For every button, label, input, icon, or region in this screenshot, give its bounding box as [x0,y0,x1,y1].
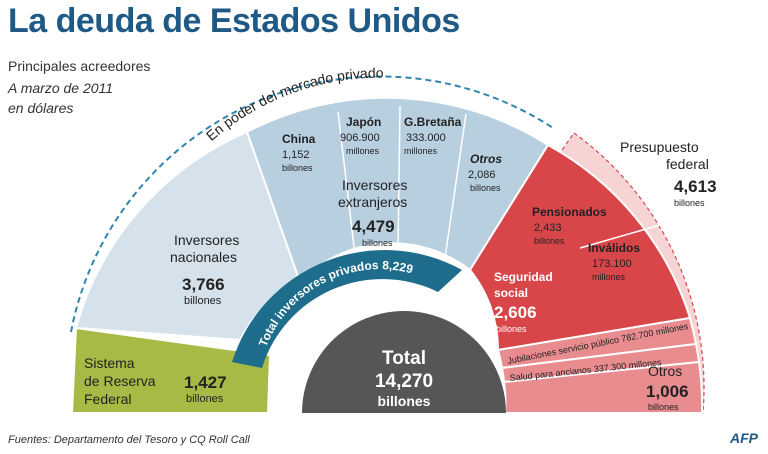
fed-label-3: Federal [84,391,131,407]
fed-label-1: Sistema [84,355,135,371]
china-value: 1,152 [282,149,310,161]
fed-unit: billones [186,393,224,405]
ss-label-1: Seguridad [494,270,553,284]
budget-label-1: Presupuesto [620,139,699,155]
total-unit: billones [378,393,431,409]
others-foreign-unit: billones [470,183,501,193]
ss-label-2: social [494,286,528,300]
pensioners-unit: billones [534,236,565,246]
pensioners-label: Pensionados [532,205,607,219]
japan-label: Japón [346,115,381,129]
uk-label: G.Bretaña [404,115,462,129]
others-budget-value: 1,006 [646,382,689,401]
private-band [232,250,462,368]
fed-label-2: de Reserva [84,373,156,389]
japan-value: 906.900 [340,132,380,144]
uk-unit: millones [404,146,438,156]
subtitle: Principales acreedores [8,58,151,74]
ss-unit: billones [496,324,527,334]
pensioners-value: 2,433 [534,222,562,234]
china-label: China [282,132,316,146]
china-unit: billones [282,163,313,173]
private-market-outline [70,75,554,333]
budget-label-2: federal [666,156,709,172]
ss-value: 2,606 [494,303,537,322]
others-foreign-value: 2,086 [468,169,496,181]
budget-value: 4,613 [674,177,717,196]
units-label: en dólares [8,100,74,116]
disabled-label: Inválidos [588,241,640,255]
others-budget-unit: billones [648,402,679,412]
uk-value: 333.000 [406,132,446,144]
foreign-label-2: extranjeros [338,194,407,210]
private-band-unit: billones [395,284,426,294]
foreign-value: 4,479 [352,217,395,236]
foreign-label-1: Inversores [342,177,407,193]
total-label: Total [382,348,426,369]
foreign-unit: billones [362,238,393,248]
source-note: Fuentes: Departamento del Tesoro y CQ Ro… [8,434,250,446]
afp-logo: AFP [730,430,758,446]
domestic-label-1: Inversores [174,232,239,248]
total-value: 14,270 [375,371,433,392]
total-disc [302,311,506,413]
disabled-unit: millones [592,272,626,282]
budget-unit: billones [674,198,705,208]
domestic-unit: billones [184,295,222,307]
wedge-fed [70,326,272,414]
disabled-value: 173.100 [592,258,632,270]
domestic-value: 3,766 [182,275,225,294]
others-budget-label: Otros [648,363,682,379]
japan-unit: millones [346,146,380,156]
domestic-label-2: nacionales [170,249,237,265]
others-foreign-label: Otros [470,152,502,166]
fed-value: 1,427 [184,373,227,392]
date-label: A marzo de 2011 [8,80,114,96]
page-title: La deuda de Estados Unidos [8,2,460,40]
